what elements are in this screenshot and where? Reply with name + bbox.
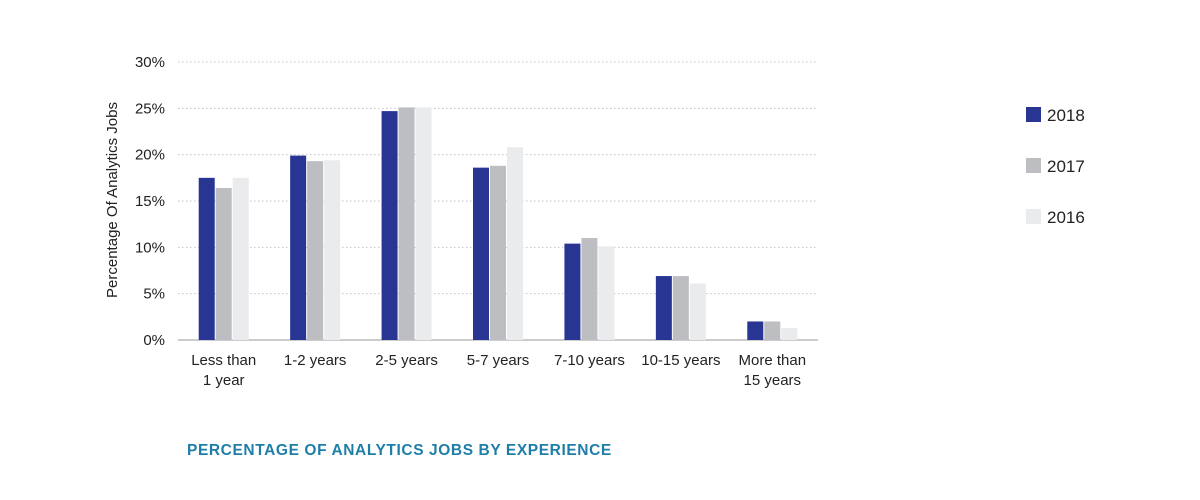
x-category-label: 7-10 years <box>554 352 625 369</box>
legend: 2018 2017 2016 <box>1026 106 1085 227</box>
bar-2017-0 <box>215 188 232 340</box>
y-axis-title: Percentage Of Analytics Jobs <box>104 102 121 298</box>
bar-2017-2 <box>398 107 415 340</box>
bar-2017-5 <box>672 276 689 340</box>
x-category-label: 1-2 years <box>284 352 347 369</box>
legend-swatch-2016 <box>1026 209 1041 224</box>
y-tick-label: 20% <box>135 147 165 164</box>
bar-2018-0 <box>198 177 215 340</box>
y-tick-label: 15% <box>135 193 165 210</box>
bars <box>198 107 798 340</box>
chart-title: PERCENTAGE OF ANALYTICS JOBS BY EXPERIEN… <box>187 442 612 459</box>
bar-2017-3 <box>490 165 506 340</box>
bar-2017-6 <box>764 321 781 340</box>
bar-2018-5 <box>655 276 672 340</box>
bar-2018-2 <box>381 111 398 340</box>
y-tick-label: 10% <box>135 239 165 256</box>
x-axis-categories: Less than 1 year 1-2 years 2-5 years 5-7 yea… <box>191 352 806 389</box>
y-tick-label: 30% <box>135 54 165 71</box>
x-category-label: 5-7 years <box>467 352 530 369</box>
bar-2016-2 <box>415 107 432 340</box>
bar-2018-1 <box>290 155 307 340</box>
bar-2016-0 <box>232 177 249 340</box>
legend-label-2016: 2016 <box>1047 208 1085 227</box>
y-tick-label: 5% <box>143 286 165 303</box>
bar-2018-6 <box>747 321 764 340</box>
bar-2016-5 <box>689 283 706 340</box>
bar-2018-3 <box>473 167 489 340</box>
y-axis-ticks: 0% 5% 10% 15% 20% 25% 30% <box>135 54 165 349</box>
bar-2017-4 <box>581 238 598 340</box>
legend-label-2018: 2018 <box>1047 106 1085 125</box>
x-category-label: Less than 1 year <box>191 352 256 389</box>
x-category-label: 10-15 years <box>641 352 720 369</box>
legend-swatch-2018 <box>1026 107 1041 122</box>
y-tick-label: 25% <box>135 100 165 117</box>
bar-2016-6 <box>781 327 798 340</box>
x-category-label: More than 15 years <box>739 352 807 389</box>
bar-2017-1 <box>307 161 324 340</box>
legend-label-2017: 2017 <box>1047 157 1085 176</box>
bar-2016-4 <box>598 246 615 340</box>
bar-2016-1 <box>324 160 341 340</box>
bar-2018-4 <box>564 243 581 340</box>
x-category-label: 2-5 years <box>375 352 438 369</box>
legend-swatch-2017 <box>1026 158 1041 173</box>
y-tick-label: 0% <box>143 332 165 349</box>
bar-2016-3 <box>507 147 523 340</box>
